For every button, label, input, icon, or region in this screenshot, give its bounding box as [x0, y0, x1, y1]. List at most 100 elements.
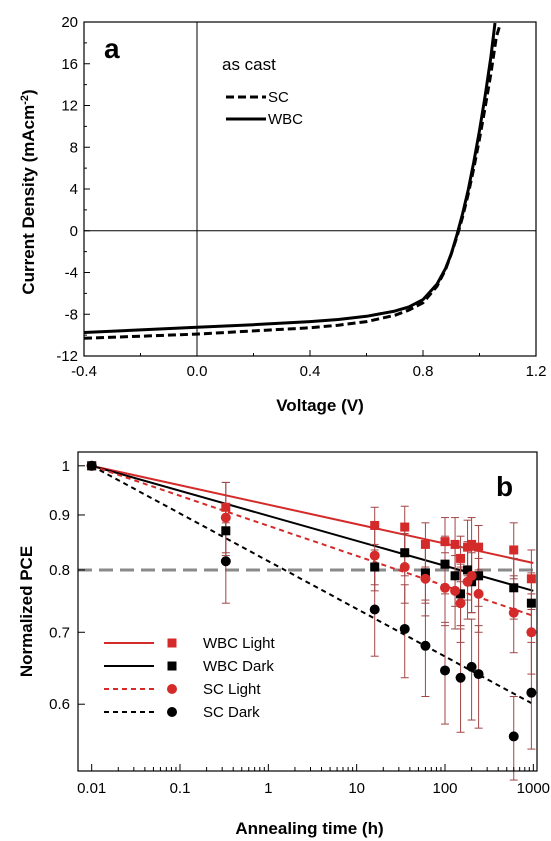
panel-b-point-wbc-light	[474, 542, 484, 552]
panel-b-point-wbc-dark	[440, 559, 450, 569]
panel-b-x-tick-label: 1000	[517, 780, 550, 797]
panel-b-point-wbc-dark	[221, 526, 231, 536]
panel-a-x-tick-label: 0.4	[300, 363, 321, 380]
panel-b-x-tick-label: 0.01	[77, 780, 106, 797]
panel-a-y-axis-title: Current Density (mAcm-2)	[19, 89, 38, 294]
panel-b-point-sc-light	[450, 585, 461, 596]
panel-b-legend-marker-sc-light	[167, 684, 177, 694]
panel-a-y-tick-label: 8	[70, 139, 78, 156]
panel-b-point-wbc-light	[370, 520, 380, 530]
panel-b-point-wbc-light	[440, 537, 450, 547]
panel-b-legend-label-sc-light: SC Light	[203, 681, 261, 698]
panel-a-y-axis-title-main: Current Density (mAcm	[19, 105, 38, 295]
panel-b-legend-marker-wbc-light	[167, 638, 177, 648]
panel-b-y-tick-label: 0.7	[49, 624, 70, 641]
panel-b-legend-label-wbc-dark: WBC Dark	[203, 658, 274, 675]
panel-b-point-sc-light	[220, 512, 231, 523]
panel-b-markers	[86, 460, 537, 742]
panel-a-x-tick-label: 1.2	[526, 363, 547, 380]
panel-b-y-tick-label: 0.6	[49, 696, 70, 713]
panel-a-y-tick-label: 4	[70, 181, 78, 198]
panel-b-y-tick-label: 0.8	[49, 562, 70, 579]
panel-a-legend: SC WBC	[226, 89, 303, 128]
panel-a-y-axis-title-sup: -2	[19, 95, 31, 105]
panel-b-y-axis-title: Normalized PCE	[17, 546, 36, 677]
panel-b: 0.01 0.1 1 10 100 1000 0.6 0.7 0.8 0.9 1 b WBC Lig…	[17, 451, 550, 838]
panel-b-legend-marker-wbc-dark	[167, 661, 177, 671]
panel-b-point-sc-dark	[473, 669, 484, 680]
panel-a-annotation: as cast	[222, 55, 276, 74]
panel-b-point-wbc-dark	[463, 565, 473, 575]
panel-b-point-sc-light	[473, 588, 484, 599]
panel-b-point-wbc-light	[420, 539, 430, 549]
panel-b-point-sc-light	[420, 573, 431, 584]
panel-b-fit-sc-dark	[91, 464, 534, 706]
panel-a-letter: a	[104, 33, 120, 64]
panel-b-legend-marker-sc-dark	[167, 707, 177, 717]
panel-b-x-axis-title: Annealing time (h)	[235, 819, 383, 838]
panel-a-y-tick-label: -8	[65, 306, 78, 323]
panel-a-y-tick-label: 16	[61, 56, 78, 73]
panel-a-x-tick-label: 0.8	[413, 363, 434, 380]
panel-a-y-tick-label: 12	[61, 98, 78, 115]
panel-a-x-tick-label: -0.4	[71, 363, 97, 380]
panel-b-point-sc-dark	[220, 556, 231, 567]
panel-b-point-sc-light	[526, 627, 537, 638]
panel-a-legend-label-wbc: WBC	[268, 111, 303, 128]
panel-b-point-wbc-dark	[526, 598, 536, 608]
panel-a-series-wbc-line	[83, 22, 497, 334]
panel-b-point-wbc-light	[467, 539, 477, 549]
panel-b-point-sc-light	[440, 582, 451, 593]
panel-b-point-sc-light	[455, 598, 466, 609]
panel-b-letter: b	[496, 471, 513, 502]
panel-a-zero-lines	[84, 22, 536, 356]
panel-b-legend: WBC Light WBC Dark SC Light SC Dark	[104, 635, 276, 721]
panel-b-point-wbc-dark	[474, 571, 484, 581]
panel-b-x-tick-label: 0.1	[170, 780, 191, 797]
panel-b-point-wbc-dark	[400, 548, 410, 558]
panel-b-point-wbc-dark	[370, 562, 380, 572]
panel-a-y-tick-label: -4	[65, 265, 78, 282]
panel-a-x-axis-title: Voltage (V)	[276, 396, 364, 415]
panel-b-legend-label-sc-dark: SC Dark	[203, 704, 260, 721]
panel-b-point-wbc-dark	[450, 571, 460, 581]
panel-b-x-tick-label: 100	[432, 780, 457, 797]
panel-b-point-sc-light	[508, 607, 519, 618]
panel-b-point-sc-dark	[399, 623, 410, 634]
panel-b-y-tick-label: 0.9	[49, 507, 70, 524]
panel-a-x-tick-label: 0.0	[187, 363, 208, 380]
panel-b-point-wbc-light	[526, 574, 536, 584]
panel-b-plot-frame	[77, 451, 538, 772]
panel-b-legend-label-wbc-light: WBC Light	[203, 635, 276, 652]
panel-b-x-tick-label: 10	[348, 780, 365, 797]
panel-b-y-tick-label: 1	[62, 458, 70, 475]
panel-b-point-sc-dark	[455, 672, 466, 683]
panel-b-point-sc-light	[399, 562, 410, 573]
panel-b-point-sc-dark	[508, 731, 519, 742]
panel-b-point-sc-light	[369, 550, 380, 561]
panel-b-point-sc-dark	[420, 640, 431, 651]
panel-b-point-sc-dark	[369, 604, 380, 615]
panel-a: -0.4 0.0 0.4 0.8 1.2 -12 -8 -4 0 4 8 12 16 20 a as ca…	[19, 14, 546, 415]
panel-b-point-wbc-light	[456, 553, 466, 563]
panel-b-point-wbc-light	[221, 502, 231, 512]
panel-b-point-sc-dark	[466, 661, 477, 672]
panel-b-point-sc-light	[466, 570, 477, 581]
panel-a-ticks: -0.4 0.0 0.4 0.8 1.2 -12 -8 -4 0 4 8 12 16 20	[56, 14, 546, 380]
panel-b-point-sc-dark	[440, 665, 451, 676]
panel-b-point-sc-dark	[526, 687, 537, 698]
panel-a-y-tick-label: 0	[70, 223, 78, 240]
panel-a-legend-label-sc: SC	[268, 89, 289, 106]
panel-a-series-sc-line	[83, 26, 501, 340]
panel-a-y-tick-label: -12	[56, 348, 78, 365]
panel-b-point-wbc-light	[450, 539, 460, 549]
panel-b-point-wbc-dark	[509, 583, 519, 593]
panel-a-series	[83, 22, 501, 340]
panel-b-point-wbc-dark	[420, 568, 430, 578]
panel-b-fit-wbc-light	[91, 464, 534, 564]
panel-b-point-wbc-light	[509, 545, 519, 555]
panel-b-point-wbc-light	[400, 522, 410, 532]
panel-b-ticks: 0.01 0.1 1 10 100 1000 0.6 0.7 0.8 0.9 1	[49, 458, 550, 797]
panel-b-fit-wbc-dark	[91, 464, 534, 592]
